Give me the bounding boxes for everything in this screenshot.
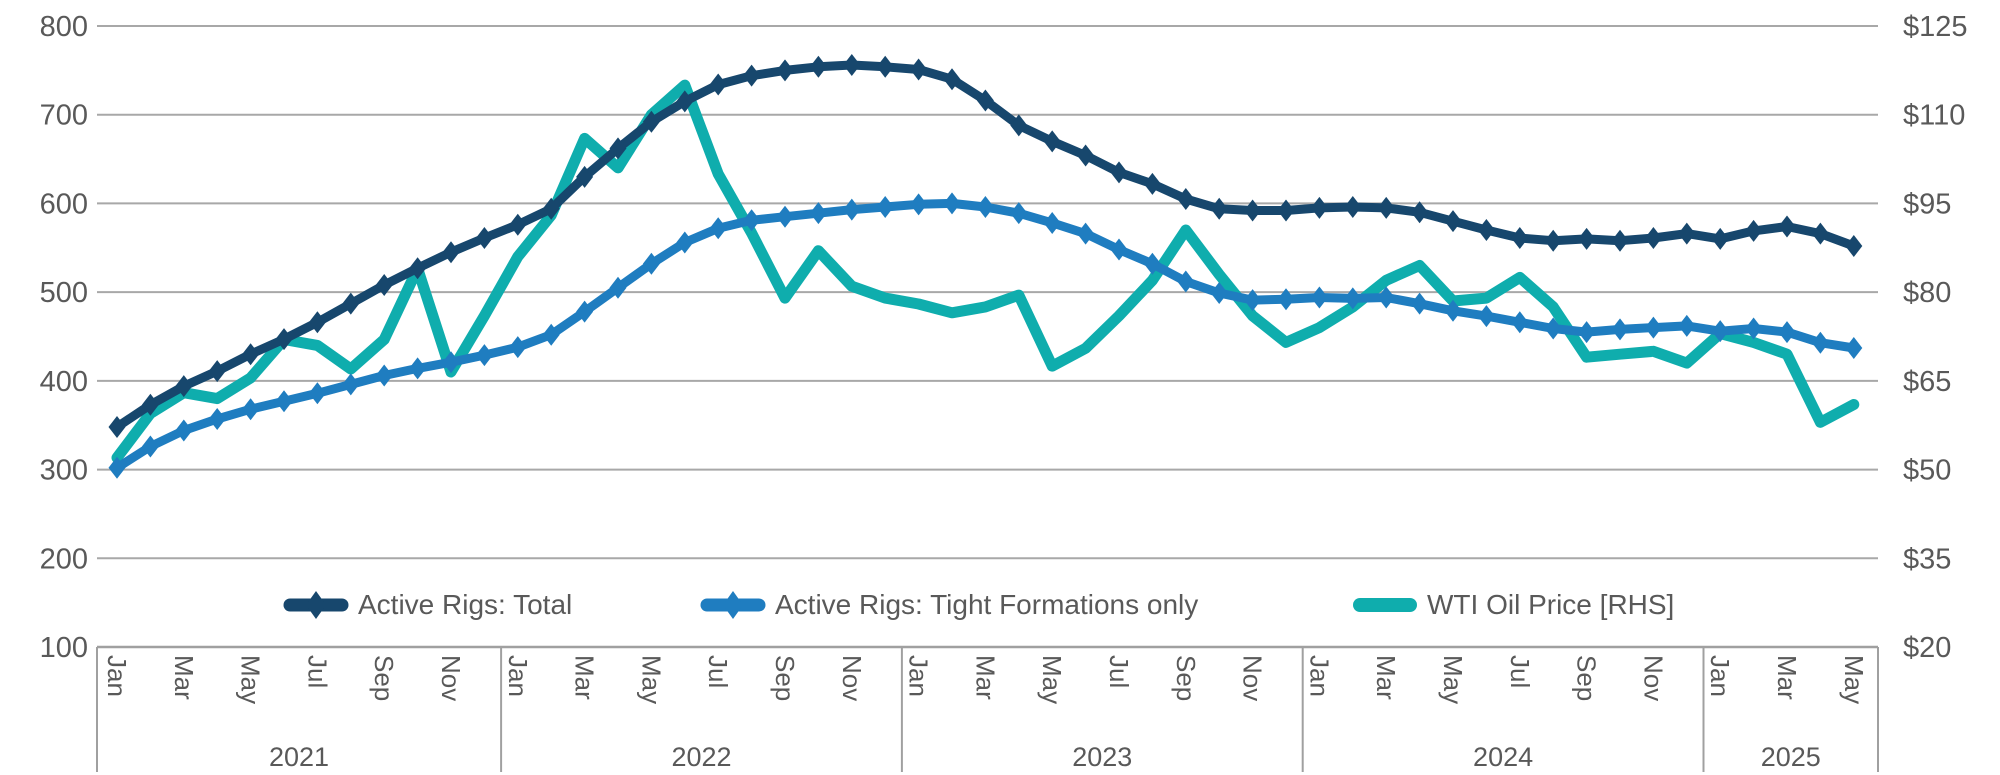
- svg-text:Sep: Sep: [1171, 655, 1201, 701]
- svg-text:Mar: Mar: [570, 655, 600, 700]
- svg-text:Nov: Nov: [1238, 655, 1268, 701]
- svg-text:May: May: [1839, 655, 1869, 704]
- svg-text:300: 300: [40, 455, 88, 487]
- svg-text:Mar: Mar: [970, 655, 1000, 700]
- svg-text:2024: 2024: [1473, 742, 1533, 772]
- series-active-rigs-total: [108, 54, 1863, 438]
- svg-text:Jul: Jul: [703, 655, 733, 688]
- svg-text:$110: $110: [1903, 100, 1965, 132]
- svg-text:Sep: Sep: [770, 655, 800, 701]
- svg-text:May: May: [236, 655, 266, 704]
- svg-text:2021: 2021: [269, 742, 329, 772]
- svg-text:800: 800: [40, 11, 88, 43]
- right-axis-tick-labels: $125 $110 $95 $80 $65 $50 $35 $20: [1903, 11, 1968, 664]
- svg-text:$20: $20: [1903, 632, 1951, 664]
- svg-text:$35: $35: [1903, 543, 1951, 575]
- svg-text:Jan: Jan: [904, 655, 934, 697]
- svg-text:Nov: Nov: [837, 655, 867, 701]
- gridlines: [97, 25, 1878, 648]
- svg-text:Jan: Jan: [102, 655, 132, 697]
- svg-text:Nov: Nov: [1638, 655, 1668, 701]
- svg-text:May: May: [636, 655, 666, 704]
- svg-text:700: 700: [40, 100, 88, 132]
- svg-text:2025: 2025: [1761, 742, 1821, 772]
- svg-text:Sep: Sep: [369, 655, 399, 701]
- year-labels: 2021 2022 2023 2024 2025: [269, 742, 1821, 772]
- svg-text:May: May: [1037, 655, 1067, 704]
- svg-text:600: 600: [40, 188, 88, 220]
- svg-text:Jul: Jul: [302, 655, 332, 688]
- svg-text:Jan: Jan: [503, 655, 533, 697]
- svg-text:Jul: Jul: [1104, 655, 1134, 688]
- svg-text:Mar: Mar: [169, 655, 199, 700]
- svg-text:Nov: Nov: [436, 655, 466, 701]
- svg-text:400: 400: [40, 366, 88, 398]
- svg-text:$125: $125: [1903, 11, 1968, 43]
- svg-text:$65: $65: [1903, 366, 1951, 398]
- series-active-rigs-tight: [108, 192, 1863, 479]
- svg-text:$50: $50: [1903, 455, 1951, 487]
- svg-text:Sep: Sep: [1572, 655, 1602, 701]
- svg-text:$95: $95: [1903, 188, 1951, 220]
- svg-text:Mar: Mar: [1371, 655, 1401, 700]
- svg-text:2023: 2023: [1072, 742, 1132, 772]
- svg-text:200: 200: [40, 543, 88, 575]
- svg-text:Jan: Jan: [1304, 655, 1334, 697]
- svg-text:$80: $80: [1903, 277, 1951, 309]
- svg-text:May: May: [1438, 655, 1468, 704]
- svg-text:Jul: Jul: [1505, 655, 1535, 688]
- svg-text:2022: 2022: [671, 742, 731, 772]
- month-tick-labels: Jan Mar May Jul Sep Nov Jan Mar May Jul Sep Nov Jan M…: [102, 655, 1869, 704]
- svg-text:500: 500: [40, 277, 88, 309]
- x-axis-panel: [96, 645, 1879, 772]
- svg-text:Mar: Mar: [1772, 655, 1802, 700]
- series-wti-oil-price: [111, 79, 1860, 464]
- svg-text:Jan: Jan: [1705, 655, 1735, 697]
- svg-text:100: 100: [40, 632, 88, 664]
- left-axis-tick-labels: 800 700 600 500 400 300 200 100: [40, 11, 88, 664]
